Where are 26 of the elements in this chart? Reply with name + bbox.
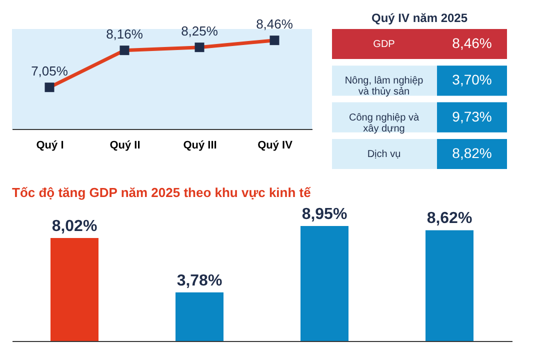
data-label: 8,25%: [181, 23, 218, 38]
data-label: 8,62%: [426, 210, 472, 228]
text: 8,82%: [452, 144, 492, 161]
text: 9,73%: [452, 108, 492, 124]
text: Quý IV năm 2025: [371, 11, 468, 25]
bar: [426, 230, 474, 341]
data-label: 3,78%: [176, 272, 222, 290]
data-label: 8,95%: [302, 206, 348, 223]
bar: [50, 238, 98, 341]
x-tick-label: Quý II: [110, 140, 140, 152]
x-tick-label: Quý I: [36, 140, 64, 152]
category-label: GDP: [373, 39, 396, 50]
text: 3,70%: [452, 72, 492, 88]
data-label: 7,05%: [31, 63, 68, 78]
bar: [300, 226, 348, 341]
x-tick-label: Quý IV: [258, 140, 294, 152]
category-label: Nông, lâm nghiệp và thủy sản: [344, 76, 424, 98]
bar: [176, 292, 224, 341]
category-label: Dịch vụ: [367, 148, 401, 160]
data-label: 8,46%: [256, 16, 294, 32]
data-label: 8,02%: [52, 218, 98, 235]
chart-title: Tốc độ tăng GDP năm 2025 theo khu vực kinh tế: [12, 185, 312, 200]
x-tick-label: Quý III: [183, 140, 217, 152]
text: 8,46%: [452, 35, 492, 52]
data-label: 8,16%: [106, 26, 144, 42]
category-label: Công nghiệp và xây dựng: [348, 112, 420, 134]
